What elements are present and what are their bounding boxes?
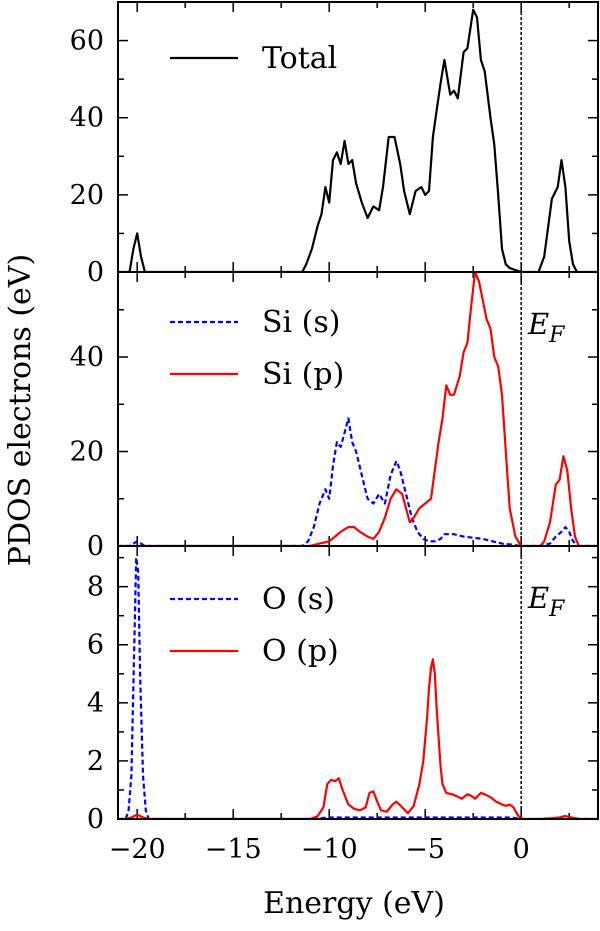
y-tick-label: 40 <box>70 103 104 134</box>
x-tick-label: 0 <box>513 834 530 865</box>
panels-layer: 0 20 40 60 Total 0 20 40 Si (s) Si (p) EF 0 2 4 6 8 O (s… <box>70 1 599 865</box>
fermi-label: EF <box>527 307 565 348</box>
y-tick-label: 20 <box>70 437 104 468</box>
y-tick-label: 40 <box>70 342 104 373</box>
x-tick-label: −15 <box>205 834 262 865</box>
fermi-label: EF <box>527 581 565 622</box>
y-tick-label: 2 <box>87 746 104 777</box>
panel-total: 0 20 40 60 Total <box>70 1 599 288</box>
x-axis-title: Energy (eV) <box>263 886 445 921</box>
y-tick-label: 6 <box>87 630 104 661</box>
panel-frame <box>117 545 599 820</box>
legend-label: Si (s) <box>262 305 341 340</box>
series-line-total <box>118 8 598 272</box>
series-line-o-p <box>118 658 598 819</box>
y-tick-label: 0 <box>87 804 104 835</box>
y-tick-label: 20 <box>70 180 104 211</box>
y-tick-label: 0 <box>87 257 104 288</box>
y-tick-label: 60 <box>70 26 104 57</box>
x-tick-label: −20 <box>109 834 166 865</box>
panel-frame <box>117 1 599 273</box>
legend-label: O (p) <box>262 634 339 669</box>
y-tick-label: 0 <box>87 531 104 562</box>
legend-label: Total <box>262 41 337 76</box>
legend-label: O (s) <box>262 582 335 617</box>
panel-frame <box>117 271 599 547</box>
legend-label: Si (p) <box>262 357 344 392</box>
y-axis-title: PDOS electrons (eV) <box>3 254 38 566</box>
x-tick-label: −10 <box>301 834 358 865</box>
panel-si: 0 20 40 Si (s) Si (p) EF <box>70 271 599 562</box>
series-line-si-p <box>118 272 598 546</box>
series-line-o-s <box>118 556 598 819</box>
x-tick-label: −5 <box>405 834 445 865</box>
y-tick-label: 4 <box>87 688 104 719</box>
panel-o: 0 2 4 6 8 O (s) O (p) EF −20 −15 −10 −5 0 <box>87 545 599 865</box>
series-line-si-s <box>118 417 598 546</box>
y-tick-label: 8 <box>87 572 104 603</box>
